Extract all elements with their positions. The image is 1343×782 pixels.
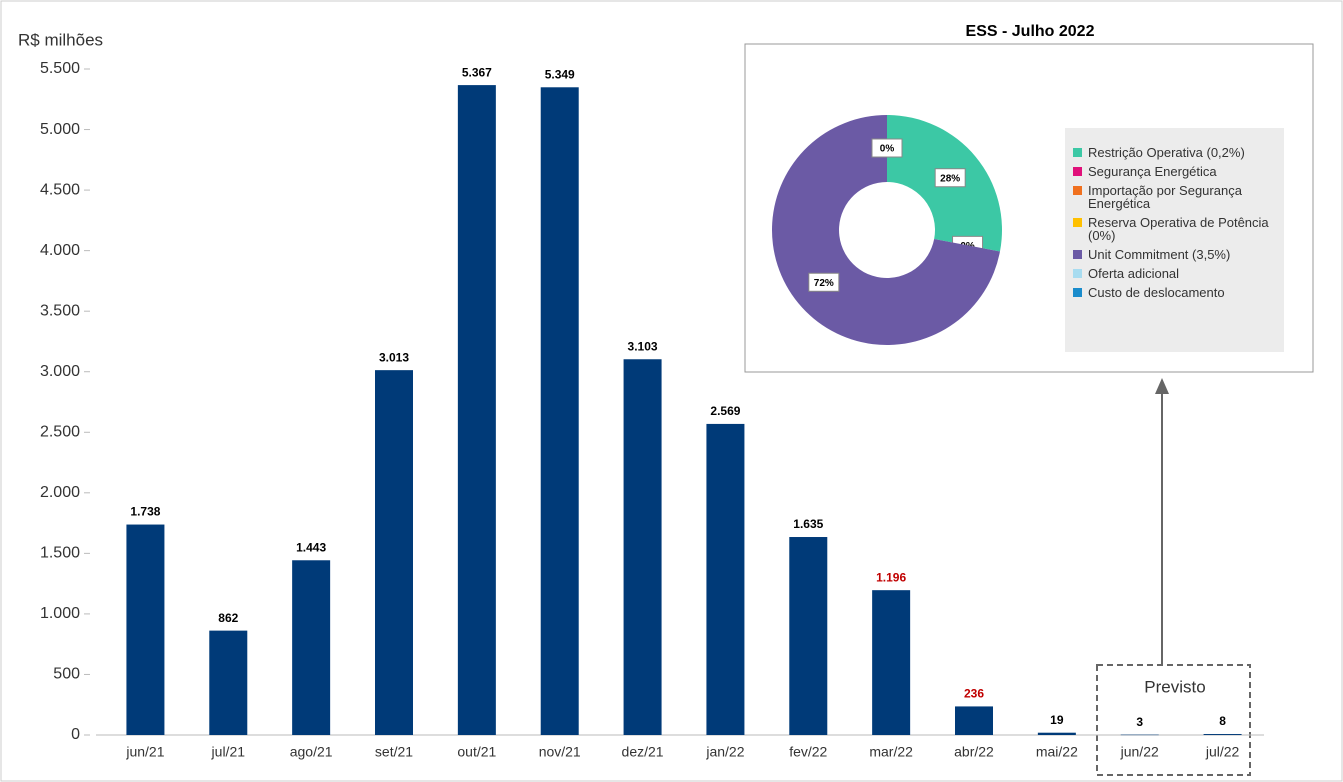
bar xyxy=(623,359,662,735)
value-label: 0% xyxy=(880,144,895,155)
x-tick-label: jun/21 xyxy=(125,744,164,760)
pie-legend: Restrição Operativa (0,2%) Segurança Ener… xyxy=(1065,128,1284,352)
y-tick-label: 3.500 xyxy=(40,302,80,319)
bar xyxy=(1037,732,1076,735)
legend-swatch xyxy=(1073,250,1082,259)
legend-swatch xyxy=(1073,148,1082,157)
y-tick-label: 5.000 xyxy=(40,121,80,138)
y-tick-label: 1.500 xyxy=(40,545,80,562)
x-tick-label: mar/22 xyxy=(869,744,913,760)
value-label: 3 xyxy=(1136,715,1143,729)
bar xyxy=(872,590,911,735)
legend-label: Restrição Operativa (0,2%) xyxy=(1088,145,1245,160)
value-label-box xyxy=(871,138,903,158)
legend-label: Unit Commitment (3,5%) xyxy=(1088,247,1231,262)
value-label: 5.367 xyxy=(462,65,492,79)
value-label: 19 xyxy=(1050,713,1064,727)
y-tick-label: 2.500 xyxy=(40,423,80,440)
value-label: 2.569 xyxy=(710,404,740,418)
x-tick-label: jul/21 xyxy=(211,744,246,760)
y-axis-label: R$ milhões xyxy=(18,30,103,49)
forecast-box xyxy=(1096,664,1251,776)
legend-swatch xyxy=(1073,218,1082,227)
bar xyxy=(789,537,828,735)
bar xyxy=(126,524,165,735)
legend-label: Segurança Energética xyxy=(1088,164,1217,179)
value-label-box xyxy=(934,168,966,188)
bar xyxy=(292,560,331,735)
x-tick-label: nov/21 xyxy=(539,744,581,760)
value-label: 1.738 xyxy=(130,505,160,519)
value-label: 1.196 xyxy=(876,570,906,584)
bar xyxy=(540,87,579,735)
legend-item: Reserva Operativa de Potência (0%) xyxy=(1073,216,1278,242)
bar xyxy=(209,630,248,735)
x-tick-label: jul/22 xyxy=(1205,744,1240,760)
y-tick-label: 5.500 xyxy=(40,60,80,77)
legend-label: Importação por Segurança Energética xyxy=(1088,183,1242,211)
y-tick-label: 2.000 xyxy=(40,484,80,501)
bar xyxy=(1203,734,1242,735)
y-tick-label: 1.000 xyxy=(40,605,80,622)
forecast-label: Previsto xyxy=(1144,677,1205,696)
x-tick-label: set/21 xyxy=(375,744,413,760)
x-tick-label: fev/22 xyxy=(789,744,827,760)
bar xyxy=(375,370,413,735)
x-tick-label: dez/21 xyxy=(622,744,664,760)
legend-swatch xyxy=(1073,288,1082,297)
legend-item: Oferta adicional xyxy=(1073,267,1278,280)
y-tick-label: 4.000 xyxy=(40,242,80,259)
x-tick-label: mai/22 xyxy=(1036,744,1078,760)
legend-label: Custo de deslocamento xyxy=(1088,285,1225,300)
value-label: 28% xyxy=(940,173,960,184)
value-label: 1.443 xyxy=(296,540,326,554)
bar xyxy=(457,85,496,735)
x-tick-label: jun/22 xyxy=(1120,744,1159,760)
x-tick-label: ago/21 xyxy=(290,744,333,760)
arrow-head xyxy=(1155,378,1169,394)
value-label: 236 xyxy=(964,687,984,701)
bar xyxy=(1120,734,1159,736)
legend-item: Custo de deslocamento xyxy=(1073,286,1278,299)
value-label: 862 xyxy=(218,611,238,625)
legend-item: Importação por Segurança Energética xyxy=(1073,184,1278,210)
x-tick-label: out/21 xyxy=(457,744,496,760)
value-label: 72% xyxy=(814,278,834,289)
legend-swatch xyxy=(1073,186,1082,195)
x-tick-label: abr/22 xyxy=(954,744,994,760)
y-tick-label: 4.500 xyxy=(40,181,80,198)
legend-swatch xyxy=(1073,269,1082,278)
bar xyxy=(706,423,745,735)
value-label: 1.635 xyxy=(793,517,823,531)
y-tick-label: 500 xyxy=(53,666,80,683)
legend-label: Oferta adicional xyxy=(1088,266,1180,281)
x-tick-label: jan/22 xyxy=(705,744,744,760)
pie-title: ESS - Julho 2022 xyxy=(966,23,1095,40)
value-label: 3.013 xyxy=(379,350,409,364)
value-label: 3.103 xyxy=(628,339,658,353)
legend-label: Reserva Operativa de Potência (0%) xyxy=(1088,215,1269,243)
legend-item: Restrição Operativa (0,2%) xyxy=(1073,146,1278,159)
y-tick-label: 0 xyxy=(71,726,80,743)
legend-item: Unit Commitment (3,5%) xyxy=(1073,248,1278,261)
value-label-box xyxy=(808,272,840,292)
bar xyxy=(955,706,993,735)
legend-swatch xyxy=(1073,167,1082,176)
value-label: 5.349 xyxy=(545,67,575,81)
value-label: 8 xyxy=(1219,714,1226,728)
y-tick-label: 3.000 xyxy=(40,363,80,380)
legend-item: Segurança Energética xyxy=(1073,165,1278,178)
